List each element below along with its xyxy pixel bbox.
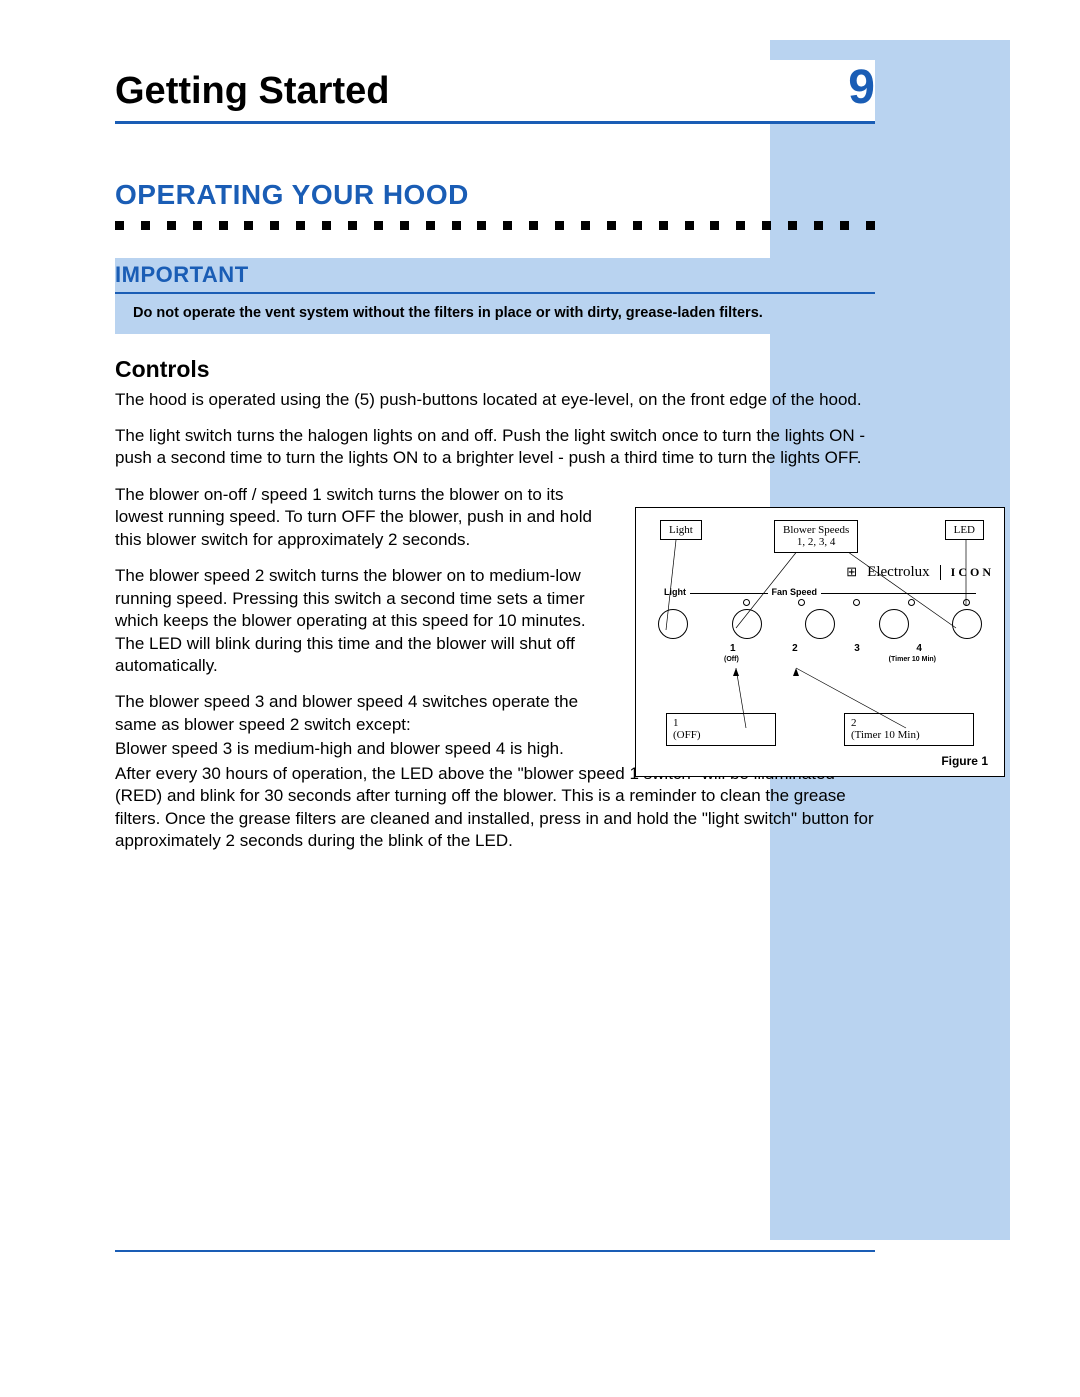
page-content: Getting Started 9 OPERATING YOUR HOOD IM…: [115, 60, 875, 866]
electrolux-icon: ⊞: [846, 564, 857, 580]
fig-label-led: LED: [945, 520, 984, 541]
brand-name: Electrolux: [867, 564, 929, 581]
panel-labels: Light Fan Speed: [646, 587, 994, 597]
page-title: Getting Started: [115, 70, 389, 113]
para-2: The light switch turns the halogen light…: [115, 425, 875, 470]
important-text: Do not operate the vent system without t…: [115, 300, 875, 334]
section-title: OPERATING YOUR HOOD: [115, 179, 875, 211]
panel-light-label: Light: [664, 587, 686, 597]
body-wrap: The hood is operated using the (5) push-…: [115, 389, 875, 853]
fig-bottom-1: 1 (OFF): [666, 713, 776, 746]
para-5: The blower speed 3 and blower speed 4 sw…: [115, 691, 595, 736]
important-box: IMPORTANT Do not operate the vent system…: [115, 258, 875, 334]
dotted-divider: [115, 221, 875, 230]
buttons-row: [646, 609, 994, 639]
brand-row: ⊞ Electrolux ICON: [646, 564, 994, 581]
brand-sub: ICON: [940, 565, 994, 580]
fig-label-light: Light: [660, 520, 702, 541]
page-header: Getting Started 9: [115, 60, 875, 124]
para-6: Blower speed 3 is medium-high and blower…: [115, 738, 595, 760]
led-icon: [798, 599, 805, 606]
leds-row: [646, 599, 994, 606]
led-icon: [963, 599, 970, 606]
para-3: The blower on-off / speed 1 switch turns…: [115, 484, 595, 551]
button-icon: [805, 609, 835, 639]
panel-fan-label: Fan Speed: [772, 587, 818, 597]
led-icon: [743, 599, 750, 606]
footer-rule: [115, 1250, 875, 1252]
button-icon: [879, 609, 909, 639]
led-icon: [853, 599, 860, 606]
para-4: The blower speed 2 switch turns the blow…: [115, 565, 595, 677]
button-subs: (Off) (Timer 10 Min): [646, 656, 994, 663]
figure-1: Light Blower Speeds 1, 2, 3, 4 LED ⊞ Ele…: [635, 507, 1005, 777]
button-icon: [732, 609, 762, 639]
fig-label-speeds: Blower Speeds 1, 2, 3, 4: [774, 520, 858, 553]
controls-heading: Controls: [115, 356, 875, 383]
para-1: The hood is operated using the (5) push-…: [115, 389, 875, 411]
important-label: IMPORTANT: [115, 258, 875, 294]
fig-bottom-2: 2 (Timer 10 Min): [844, 713, 974, 746]
button-icon: [952, 609, 982, 639]
figure-caption: Figure 1: [646, 754, 994, 768]
led-icon: [908, 599, 915, 606]
button-numbers: 1 2 3 4: [646, 643, 994, 654]
button-icon: [658, 609, 688, 639]
page-number: 9: [848, 60, 875, 115]
